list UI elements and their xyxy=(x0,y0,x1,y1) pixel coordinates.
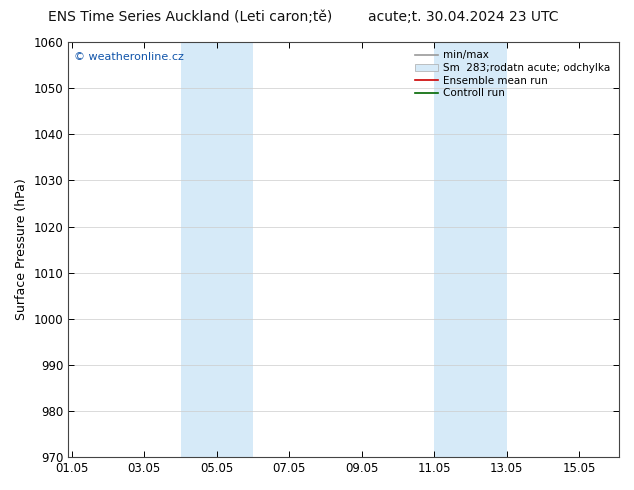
Y-axis label: Surface Pressure (hPa): Surface Pressure (hPa) xyxy=(15,179,28,320)
Text: acute;t. 30.04.2024 23 UTC: acute;t. 30.04.2024 23 UTC xyxy=(368,10,558,24)
Bar xyxy=(181,42,253,457)
Bar xyxy=(434,42,507,457)
Text: © weatheronline.cz: © weatheronline.cz xyxy=(74,52,184,62)
Text: ENS Time Series Auckland (Leti caron;tě): ENS Time Series Auckland (Leti caron;tě) xyxy=(48,10,332,24)
Legend: min/max, Sm  283;rodatn acute; odchylka, Ensemble mean run, Controll run: min/max, Sm 283;rodatn acute; odchylka, … xyxy=(412,47,614,101)
